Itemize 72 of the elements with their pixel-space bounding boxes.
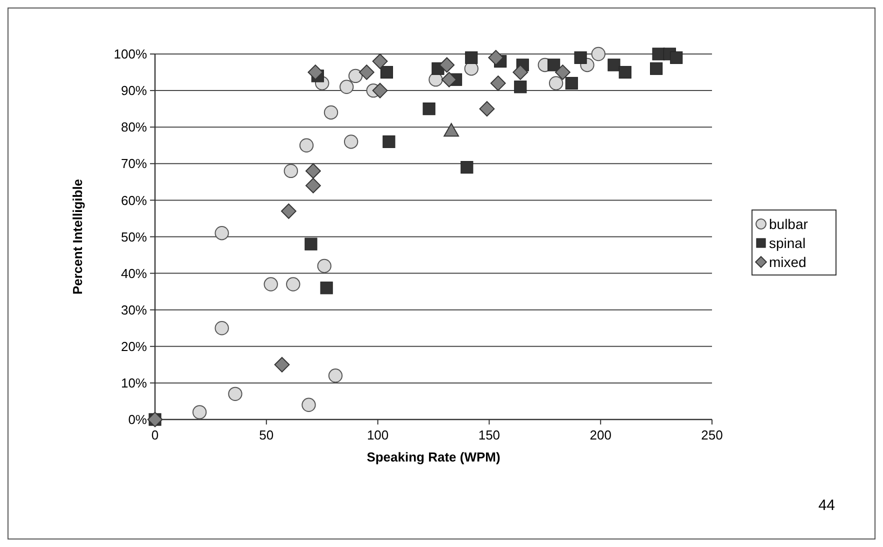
legend-label: bulbar xyxy=(769,216,808,232)
y-tick-label: 70% xyxy=(120,156,148,172)
y-tick-label: 80% xyxy=(120,120,148,135)
point xyxy=(214,226,229,240)
x-tick-label: 250 xyxy=(701,428,723,442)
y-axis-title: Percent Intelligible xyxy=(70,178,85,295)
x-tick-label: 50 xyxy=(259,428,274,442)
point xyxy=(488,50,504,66)
point xyxy=(439,57,455,73)
point xyxy=(372,82,388,98)
point xyxy=(441,72,457,88)
point xyxy=(565,76,578,90)
x-tick-label: 100 xyxy=(366,428,389,442)
point xyxy=(299,138,314,152)
point xyxy=(344,134,358,149)
point xyxy=(228,386,242,402)
point xyxy=(372,54,388,70)
y-tick-label: 60% xyxy=(120,192,148,208)
text: 44 xyxy=(818,497,835,514)
y-tick-label: 100% xyxy=(114,46,148,62)
x-tick-label: 150 xyxy=(478,428,500,442)
point xyxy=(304,238,318,250)
point xyxy=(382,135,396,148)
point xyxy=(358,64,374,80)
y-tick-label: 0% xyxy=(128,412,148,428)
point xyxy=(308,64,324,80)
point xyxy=(340,80,354,94)
point xyxy=(305,178,321,194)
point xyxy=(305,163,321,179)
point xyxy=(460,161,474,174)
point xyxy=(670,51,683,64)
point xyxy=(548,76,564,90)
point xyxy=(286,277,300,292)
point xyxy=(214,321,229,336)
point xyxy=(512,64,528,80)
point xyxy=(574,51,587,64)
point xyxy=(264,277,278,292)
point xyxy=(650,62,663,75)
legend-label: spinal xyxy=(769,234,806,251)
x-tick-label: 200 xyxy=(590,428,612,442)
point xyxy=(274,356,290,372)
legend-label: mixed xyxy=(769,254,806,270)
point xyxy=(422,102,436,116)
y-tick-label: 50% xyxy=(120,229,148,244)
point xyxy=(320,282,333,294)
y-tick-label: 40% xyxy=(120,266,148,281)
x-tick-label: 0 xyxy=(151,428,159,442)
y-tick-label: 30% xyxy=(120,302,148,318)
point xyxy=(548,58,560,72)
point xyxy=(380,66,394,79)
point xyxy=(324,105,338,120)
x-axis-title: Speaking Rate (WPM) xyxy=(366,450,500,464)
point xyxy=(591,46,606,62)
point xyxy=(465,51,478,64)
point xyxy=(444,123,460,137)
point xyxy=(192,405,207,420)
point xyxy=(479,101,495,117)
point xyxy=(490,76,506,91)
point xyxy=(618,66,632,79)
y-tick-label: 10% xyxy=(120,376,148,390)
point xyxy=(328,368,343,383)
point xyxy=(555,64,570,80)
point xyxy=(280,203,296,219)
point xyxy=(284,164,298,178)
y-tick-label: 90% xyxy=(120,83,148,98)
point xyxy=(317,258,332,274)
point xyxy=(302,398,316,412)
point xyxy=(348,68,363,84)
point xyxy=(608,58,620,72)
point xyxy=(652,48,665,60)
point xyxy=(514,80,527,94)
y-tick-label: 20% xyxy=(120,338,148,354)
